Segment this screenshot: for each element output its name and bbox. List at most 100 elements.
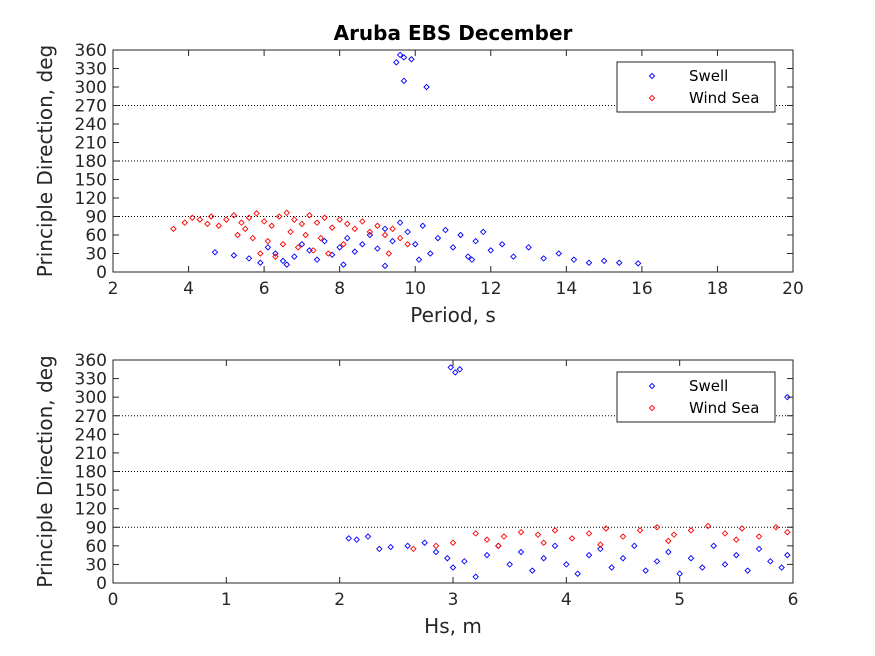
- data-point: [619, 533, 627, 540]
- data-point: [710, 542, 717, 550]
- data-point: [472, 530, 479, 537]
- data-point: [257, 250, 264, 257]
- y-tick-label: 90: [85, 518, 107, 538]
- data-point: [461, 558, 468, 565]
- x-tick-label: 20: [782, 279, 804, 299]
- x-tick-label: 1: [221, 590, 232, 610]
- data-point: [359, 241, 366, 248]
- data-point: [389, 225, 396, 233]
- data-point: [755, 533, 763, 540]
- y-tick-label: 30: [85, 555, 107, 575]
- legend-marker: [648, 404, 656, 412]
- data-point: [444, 554, 451, 562]
- y-tick-label: 330: [75, 370, 107, 390]
- legend-label: Wind Sea: [689, 89, 759, 107]
- data-point: [313, 219, 321, 226]
- data-point: [510, 253, 517, 260]
- y-tick-label: 360: [75, 351, 107, 371]
- data-point: [408, 56, 415, 63]
- data-point: [321, 237, 328, 245]
- data-point: [784, 393, 791, 401]
- data-point: [619, 554, 627, 562]
- y-tick-label: 90: [85, 208, 107, 228]
- legend: Swell Wind Sea: [616, 61, 776, 113]
- data-point: [170, 225, 177, 233]
- y-tick-label: 60: [85, 537, 107, 557]
- data-point: [387, 543, 394, 551]
- data-point: [721, 530, 729, 537]
- data-point: [517, 528, 525, 536]
- data-point: [540, 255, 547, 262]
- data-point: [631, 542, 638, 550]
- data-point: [268, 222, 275, 229]
- data-point: [260, 218, 268, 225]
- data-point: [778, 564, 785, 571]
- data-point: [253, 210, 260, 217]
- data-point: [704, 522, 712, 530]
- data-point: [366, 231, 374, 239]
- data-point: [483, 536, 491, 543]
- data-point: [241, 225, 249, 233]
- data-point: [234, 231, 241, 239]
- data-point: [483, 551, 491, 559]
- series-swell: [211, 51, 642, 270]
- data-point: [359, 218, 366, 225]
- y-axis-label: Principle Direction, deg: [33, 355, 57, 587]
- data-point: [563, 561, 570, 568]
- data-point: [733, 536, 740, 543]
- data-point: [404, 241, 411, 248]
- data-point: [449, 564, 457, 571]
- data-point: [279, 257, 287, 265]
- data-point: [500, 533, 508, 540]
- data-point: [449, 539, 457, 546]
- data-point: [374, 222, 381, 229]
- data-point: [279, 241, 287, 248]
- data-point: [313, 256, 321, 263]
- data-point: [230, 252, 238, 259]
- data-point: [325, 250, 332, 257]
- data-point: [585, 530, 593, 537]
- data-point: [345, 535, 352, 542]
- data-point: [249, 234, 257, 242]
- data-point: [472, 573, 479, 581]
- legend-box: [616, 61, 776, 113]
- data-point: [400, 77, 408, 85]
- data-point: [525, 244, 532, 251]
- data-point: [181, 219, 189, 226]
- data-point: [665, 537, 672, 545]
- data-point: [215, 222, 223, 229]
- data-point: [551, 542, 559, 550]
- data-point: [302, 231, 309, 239]
- data-point: [411, 241, 419, 248]
- data-point: [366, 228, 374, 236]
- data-point: [642, 567, 649, 574]
- data-point: [540, 554, 547, 562]
- data-point: [230, 212, 238, 219]
- data-point: [272, 250, 279, 257]
- data-point: [340, 261, 347, 268]
- data-point: [456, 366, 464, 373]
- data-point: [529, 567, 536, 574]
- x-tick-label: 6: [788, 590, 799, 610]
- data-point: [404, 542, 411, 550]
- data-point: [389, 237, 396, 245]
- y-tick-label: 300: [75, 78, 107, 98]
- data-point: [442, 226, 449, 234]
- data-point: [283, 209, 291, 217]
- data-point: [570, 256, 578, 263]
- data-point: [351, 248, 359, 255]
- data-point: [264, 244, 272, 251]
- data-point: [452, 369, 459, 376]
- y-tick-label: 210: [75, 134, 107, 154]
- y-tick-label: 330: [75, 60, 107, 80]
- y-tick-label: 180: [75, 152, 107, 172]
- data-point: [464, 253, 472, 260]
- legend-label: Swell: [689, 377, 728, 395]
- legend-label: Wind Sea: [689, 399, 759, 417]
- data-point: [415, 256, 423, 263]
- y-tick-label: 270: [75, 97, 107, 117]
- data-point: [223, 216, 230, 223]
- data-point: [602, 525, 610, 532]
- x-tick-label: 5: [674, 590, 685, 610]
- data-point: [336, 244, 343, 251]
